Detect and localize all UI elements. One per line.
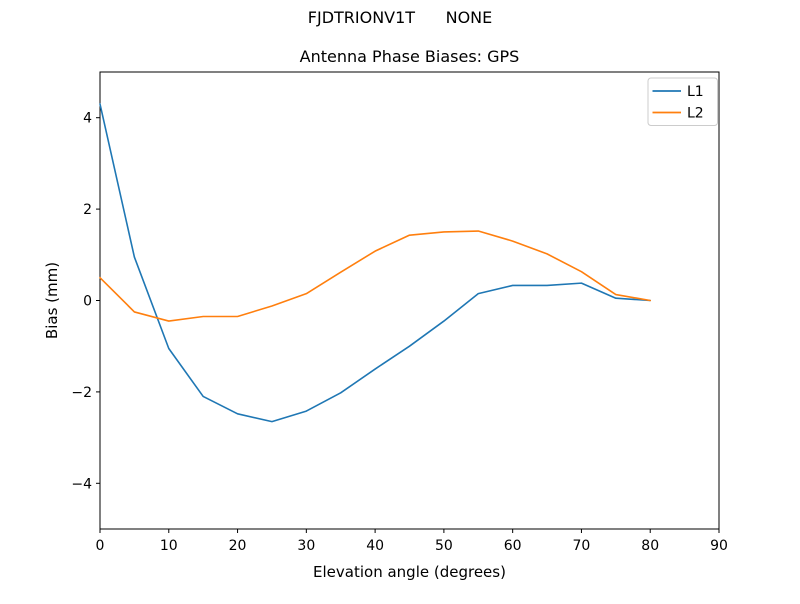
figure-suptitle: FJDTRIONV1T NONE xyxy=(308,8,492,27)
axes-title: Antenna Phase Biases: GPS xyxy=(300,47,520,66)
x-tick-label: 10 xyxy=(160,538,178,554)
plot-area: 0 10 20 30 40 50 60 70 80 90 −4 −2 0 2 4 xyxy=(71,71,728,554)
x-tick-label: 40 xyxy=(366,538,384,554)
x-tick-label: 50 xyxy=(435,538,453,554)
x-tick-label: 70 xyxy=(573,538,591,554)
y-tick-label: −4 xyxy=(71,476,92,492)
legend-label-l2: L2 xyxy=(687,106,704,122)
x-tick-label: 90 xyxy=(710,538,728,554)
axes-frame xyxy=(99,71,720,530)
l1-line xyxy=(99,103,652,423)
y-axis-label: Bias (mm) xyxy=(43,262,61,339)
x-tick-label: 60 xyxy=(504,538,522,554)
x-tick-label: 0 xyxy=(96,538,105,554)
legend-label-l1: L1 xyxy=(687,84,704,100)
x-axis-label: Elevation angle (degrees) xyxy=(313,563,506,581)
legend-frame xyxy=(647,77,718,126)
y-tick-label: 0 xyxy=(83,294,92,310)
y-tick-label: 4 xyxy=(83,111,92,127)
x-tick-label: 30 xyxy=(297,538,315,554)
x-tick-label: 20 xyxy=(229,538,247,554)
x-tick-label: 80 xyxy=(641,538,659,554)
y-tick-label: 2 xyxy=(83,202,92,218)
l2-line xyxy=(99,230,652,322)
y-tick-label: −2 xyxy=(71,385,92,401)
